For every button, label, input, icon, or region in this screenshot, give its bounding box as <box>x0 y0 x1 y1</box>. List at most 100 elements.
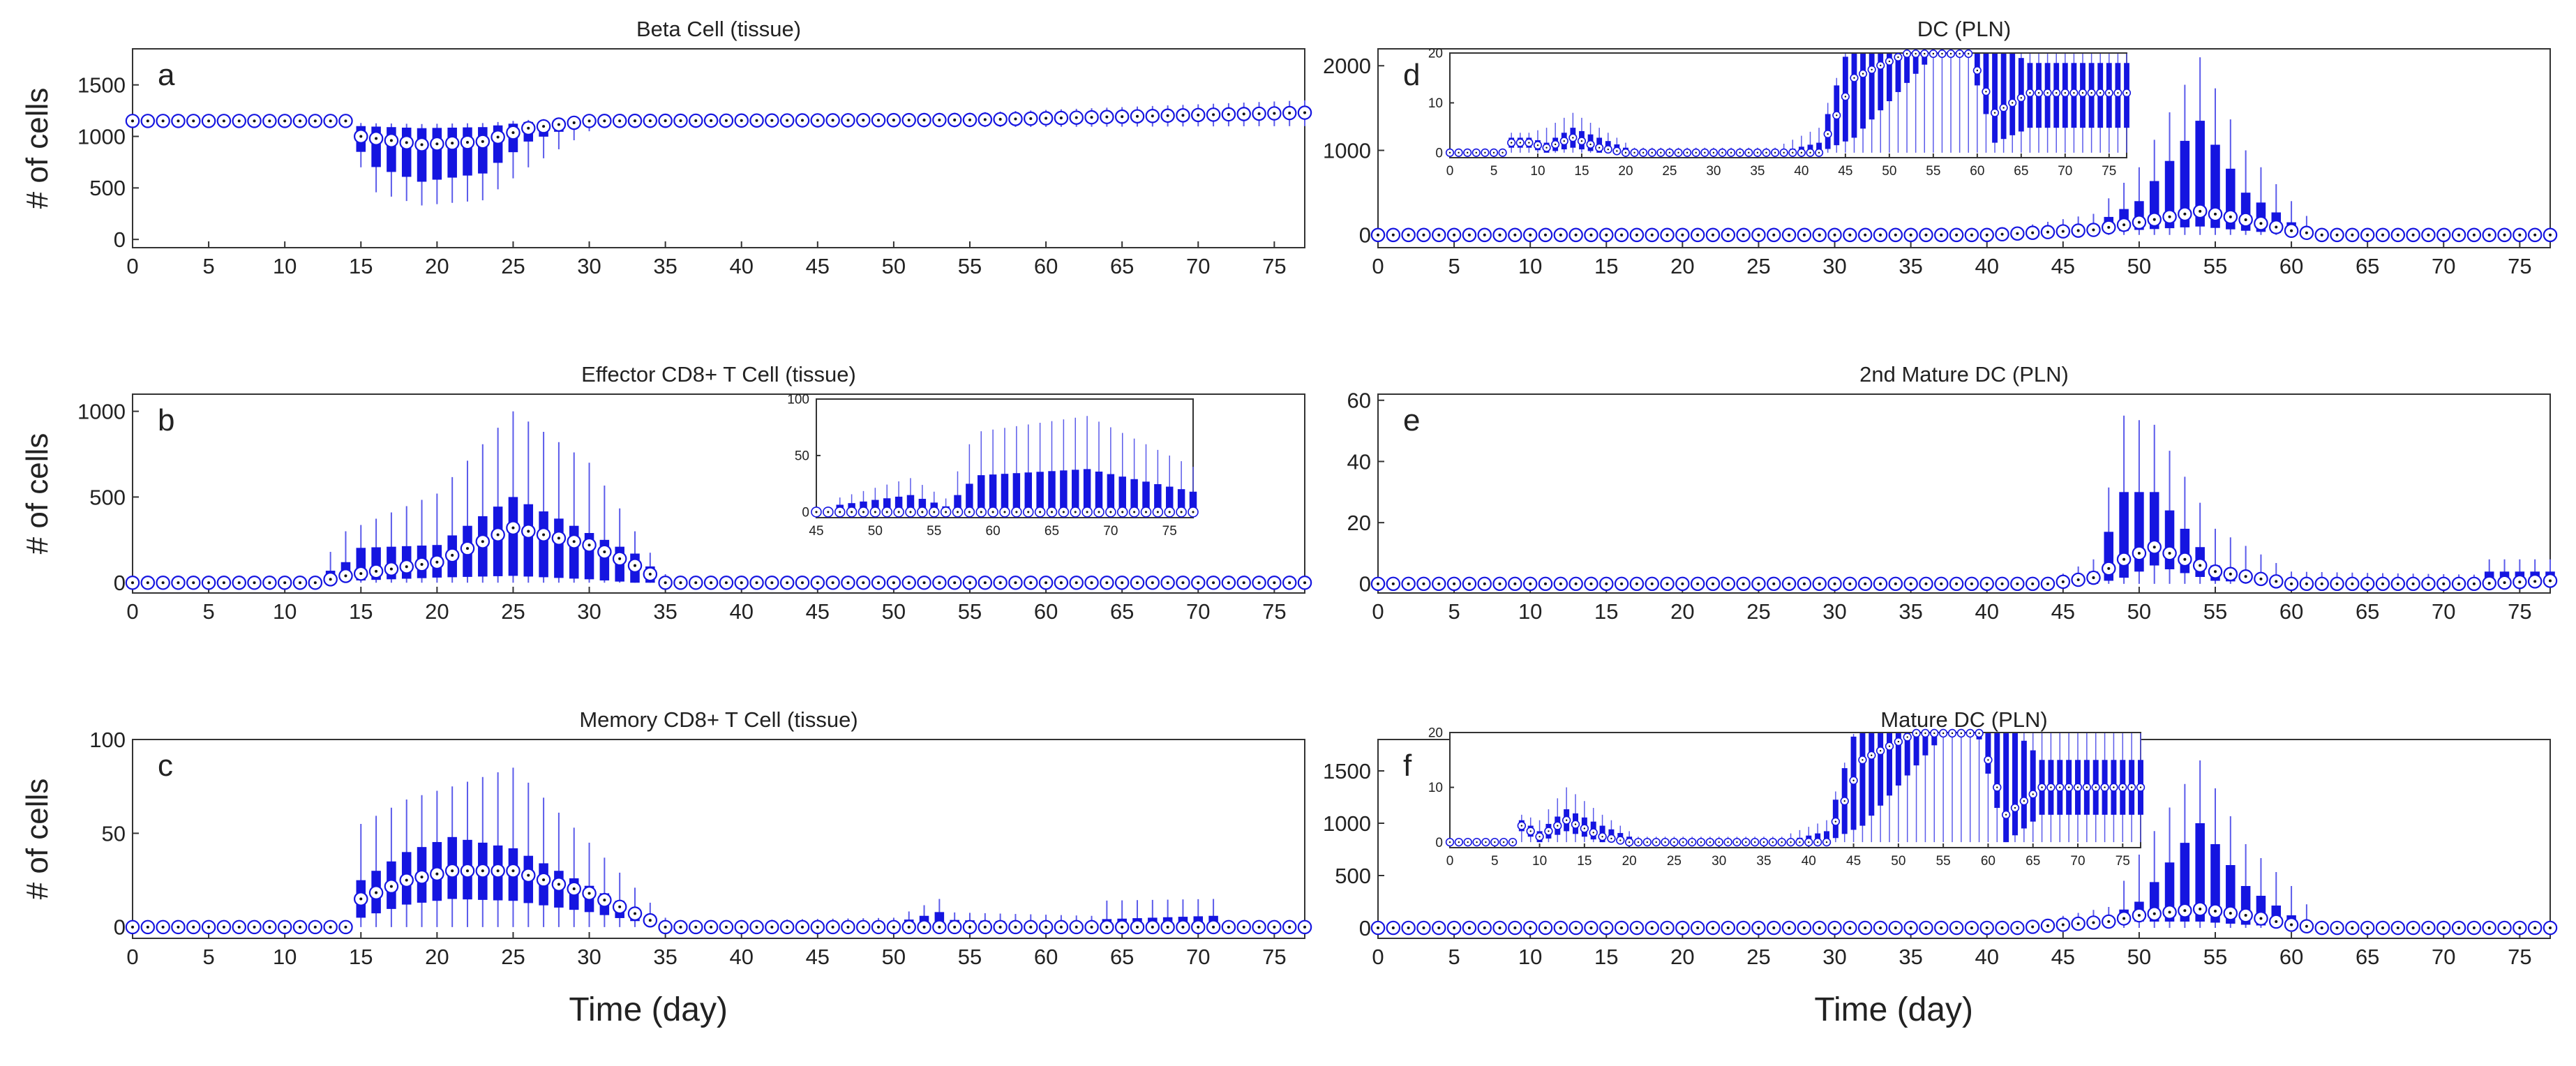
panel-d-inset-xtick-label: 70 <box>2058 164 2072 179</box>
panel-d-inset-xtick-label: 30 <box>1706 164 1721 179</box>
panel-f-xtick-label: 30 <box>1822 945 1846 969</box>
panel-a-median-dot <box>1227 112 1230 116</box>
panel-b-title: Effector CD8+ T Cell (tissue) <box>581 362 856 386</box>
panel-b-inset-xtick-label: 70 <box>1103 524 1118 539</box>
panel-d-xtick-label: 10 <box>1518 254 1542 278</box>
panel-b-inset-median-dot <box>1121 511 1124 513</box>
panel-d-inset-iqr-box <box>1992 54 1998 143</box>
panel-e-xtick-label: 30 <box>1822 599 1846 624</box>
panel-e-median-dot <box>1924 582 1928 585</box>
panel-f-inset-iqr-box <box>1895 733 1901 786</box>
panel-f-median-dot <box>2351 926 2354 930</box>
panel-b-inset-iqr-box <box>1024 472 1032 512</box>
panel-d-median-dot <box>1742 233 1745 237</box>
panel-b-inset-iqr-box <box>1036 472 1044 512</box>
panel-e-xtick-label: 0 <box>1372 599 1384 624</box>
panel-f-inset-median-dot <box>1494 841 1496 843</box>
panel-d-median-dot <box>2229 215 2232 218</box>
panel-b-label: b <box>158 403 174 437</box>
panel-c-xtick-label: 20 <box>425 945 449 969</box>
panel-a-median-dot <box>968 118 972 121</box>
panel-d-median-dot <box>2290 229 2293 232</box>
panel-b-inset-median-dot <box>1144 511 1148 513</box>
panel-b-frame <box>132 393 1305 594</box>
panel-b-xtick-label: 50 <box>882 599 906 624</box>
panel-f-median-dot <box>2366 926 2369 930</box>
panel-f-inset-median-dot <box>1520 825 1523 827</box>
panel-b-median-dot <box>207 581 211 585</box>
panel-e-median-dot <box>1650 582 1654 585</box>
panel-f-inset-median-dot <box>1619 839 1622 841</box>
panel-c-median-dot <box>1273 925 1276 929</box>
panel-a-iqr-box <box>478 127 488 174</box>
panel-b-iqr-box <box>569 525 579 579</box>
panel-f-inset-median-dot <box>1852 779 1855 781</box>
panel-d-inset-median-dot <box>1502 151 1504 154</box>
panel-d-inset-ytick-label: 0 <box>1435 147 1443 161</box>
panel-d-inset-median-dot <box>2037 91 2040 94</box>
panel-f-median-dot <box>2122 917 2126 920</box>
panel-b-xtick-label: 60 <box>1034 599 1058 624</box>
panel-a-label: a <box>158 58 175 92</box>
panel-f-inset-median-dot <box>1610 837 1612 840</box>
panel-d-inset-median-dot <box>1651 151 1653 154</box>
panel-d-inset-iqr-box <box>1886 54 1892 102</box>
panel-f-inset-iqr-box <box>1815 833 1821 843</box>
panel-f-median-dot <box>1681 926 1684 930</box>
panel-c-median-dot <box>1014 925 1017 929</box>
panel-e-label: e <box>1403 403 1420 437</box>
panel-d-median-dot <box>2076 229 2080 232</box>
panel-d-median-dot <box>1376 233 1380 237</box>
panel-c-xtick-label: 25 <box>501 945 525 969</box>
panel-c-median-dot <box>800 925 804 929</box>
panel-c-xtick-label: 45 <box>806 945 830 969</box>
panel-d-median-dot <box>2503 233 2506 237</box>
panel-b-inset-iqr-box <box>906 495 915 512</box>
panel-a-median-dot <box>237 119 241 123</box>
panel-b-median-dot <box>557 536 560 540</box>
panel-f-median-dot <box>2213 909 2217 913</box>
panel-a-median-dot <box>511 131 515 135</box>
panel-a-median-dot <box>1166 114 1169 117</box>
panel-e-median-dot <box>1955 582 1959 585</box>
panel-b-inset-iqr-box <box>1118 476 1126 512</box>
panel-c-median-dot <box>1288 925 1291 929</box>
panel-f-median-dot <box>1543 926 1548 930</box>
panel-f-inset-median-dot <box>1969 732 1971 735</box>
panel-e-median-dot <box>1559 582 1562 585</box>
panel-b-ytick-label: 1000 <box>77 399 126 423</box>
panel-e-ytick-label: 0 <box>1359 572 1371 596</box>
panel-d-median-dot <box>1802 233 1806 237</box>
panel-a-median-dot <box>207 119 211 123</box>
panel-f-median-dot <box>2046 924 2050 928</box>
panel-d-inset-xtick-label: 45 <box>1838 164 1852 179</box>
panel-f-xlabel: Time (day) <box>1814 991 1973 1028</box>
panel-d-median-dot <box>2427 233 2430 237</box>
panel-d-inset-median-dot <box>1897 56 1899 59</box>
panel-a-median-dot <box>557 123 560 126</box>
panel-c-median-dot <box>465 869 470 873</box>
panel-a-median-dot <box>192 119 195 123</box>
panel-b-median-dot <box>527 530 530 533</box>
panel-a-median-dot <box>177 119 180 123</box>
panel-b-inset-iqr-box <box>883 498 891 512</box>
panel-c-median-dot <box>542 878 546 882</box>
panel-b-median-dot <box>1227 581 1230 585</box>
panel-d-inset-iqr-box <box>1983 54 1989 114</box>
panel-f-median-dot <box>2472 926 2476 930</box>
panel-e-median-dot <box>2259 577 2263 580</box>
panel-f-median-dot <box>2457 926 2461 930</box>
panel-b-median-dot <box>831 581 834 585</box>
panel-d-median-dot <box>1559 233 1562 237</box>
panel-d-median-dot <box>2396 233 2399 237</box>
panel-d-median-dot <box>1772 233 1776 237</box>
panel-d-inset-median-dot <box>1836 114 1838 117</box>
panel-c-ytick-label: 100 <box>89 728 126 752</box>
panel-b-inset-iqr-box <box>989 474 997 512</box>
panel-e-median-dot <box>2366 582 2369 585</box>
panel-e-median-dot <box>2290 582 2293 585</box>
panel-f-inset-median-dot <box>2139 786 2142 788</box>
panel-a-median-dot <box>527 126 530 130</box>
panel-f-ytick-label: 500 <box>1335 864 1371 888</box>
panel-d-xtick-label: 30 <box>1822 254 1846 278</box>
